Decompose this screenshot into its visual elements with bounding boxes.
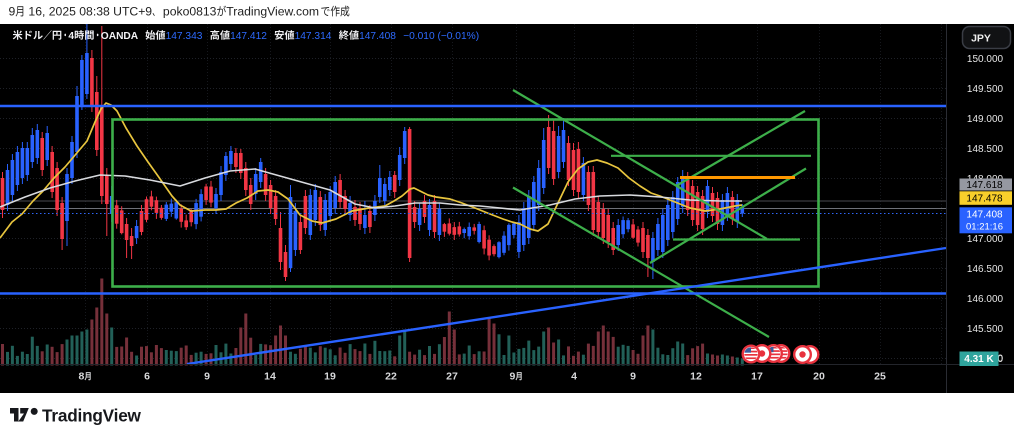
svg-text:22: 22: [385, 371, 397, 383]
svg-text:27: 27: [446, 371, 458, 383]
svg-text:148.500: 148.500: [967, 144, 1004, 155]
svg-text:4: 4: [68, 31, 74, 42]
svg-text:146.500: 146.500: [967, 264, 1004, 275]
svg-text:149.500: 149.500: [967, 84, 1004, 95]
svg-text:8: 8: [79, 371, 85, 383]
svg-text:9: 9: [630, 371, 636, 383]
svg-text:poko0813: poko0813: [160, 5, 217, 19]
svg-text:20: 20: [813, 371, 825, 383]
svg-text:147.000: 147.000: [967, 234, 1004, 245]
svg-text:12: 12: [690, 371, 702, 383]
svg-text:16, 2025 08:38 UTC+9: 16, 2025 08:38 UTC+9: [25, 5, 152, 19]
svg-text:150.000: 150.000: [967, 54, 1004, 65]
svg-text:17: 17: [751, 371, 763, 383]
svg-text:149.000: 149.000: [967, 114, 1004, 125]
svg-text:145.500: 145.500: [967, 324, 1004, 335]
svg-text:147.314: 147.314: [295, 31, 332, 42]
svg-text:147.618: 147.618: [966, 180, 1003, 191]
svg-text:146.000: 146.000: [967, 294, 1004, 305]
svg-text:−0.010 (−0.01%): −0.010 (−0.01%): [400, 31, 479, 42]
svg-text:14: 14: [264, 371, 276, 383]
svg-text:JPY: JPY: [971, 33, 991, 45]
svg-text:9: 9: [204, 371, 210, 383]
svg-text:147.408: 147.408: [359, 31, 396, 42]
svg-text:4.31 K: 4.31 K: [964, 354, 994, 365]
svg-text:OANDA: OANDA: [101, 31, 139, 42]
svg-text:TradingView: TradingView: [42, 405, 142, 425]
svg-text:147.478: 147.478: [966, 194, 1003, 205]
svg-text:25: 25: [874, 371, 886, 383]
svg-text:147.408: 147.408: [966, 210, 1003, 221]
svg-text:147.412: 147.412: [230, 31, 267, 42]
svg-text:9: 9: [9, 5, 16, 19]
svg-text:TradingView.com: TradingView.com: [226, 5, 319, 19]
svg-text:01:21:16: 01:21:16: [966, 222, 1003, 233]
svg-text:9: 9: [510, 371, 516, 383]
svg-text:6: 6: [144, 371, 150, 383]
svg-text:4: 4: [571, 371, 577, 383]
svg-text:19: 19: [324, 371, 336, 383]
svg-text:147.343: 147.343: [166, 31, 203, 42]
